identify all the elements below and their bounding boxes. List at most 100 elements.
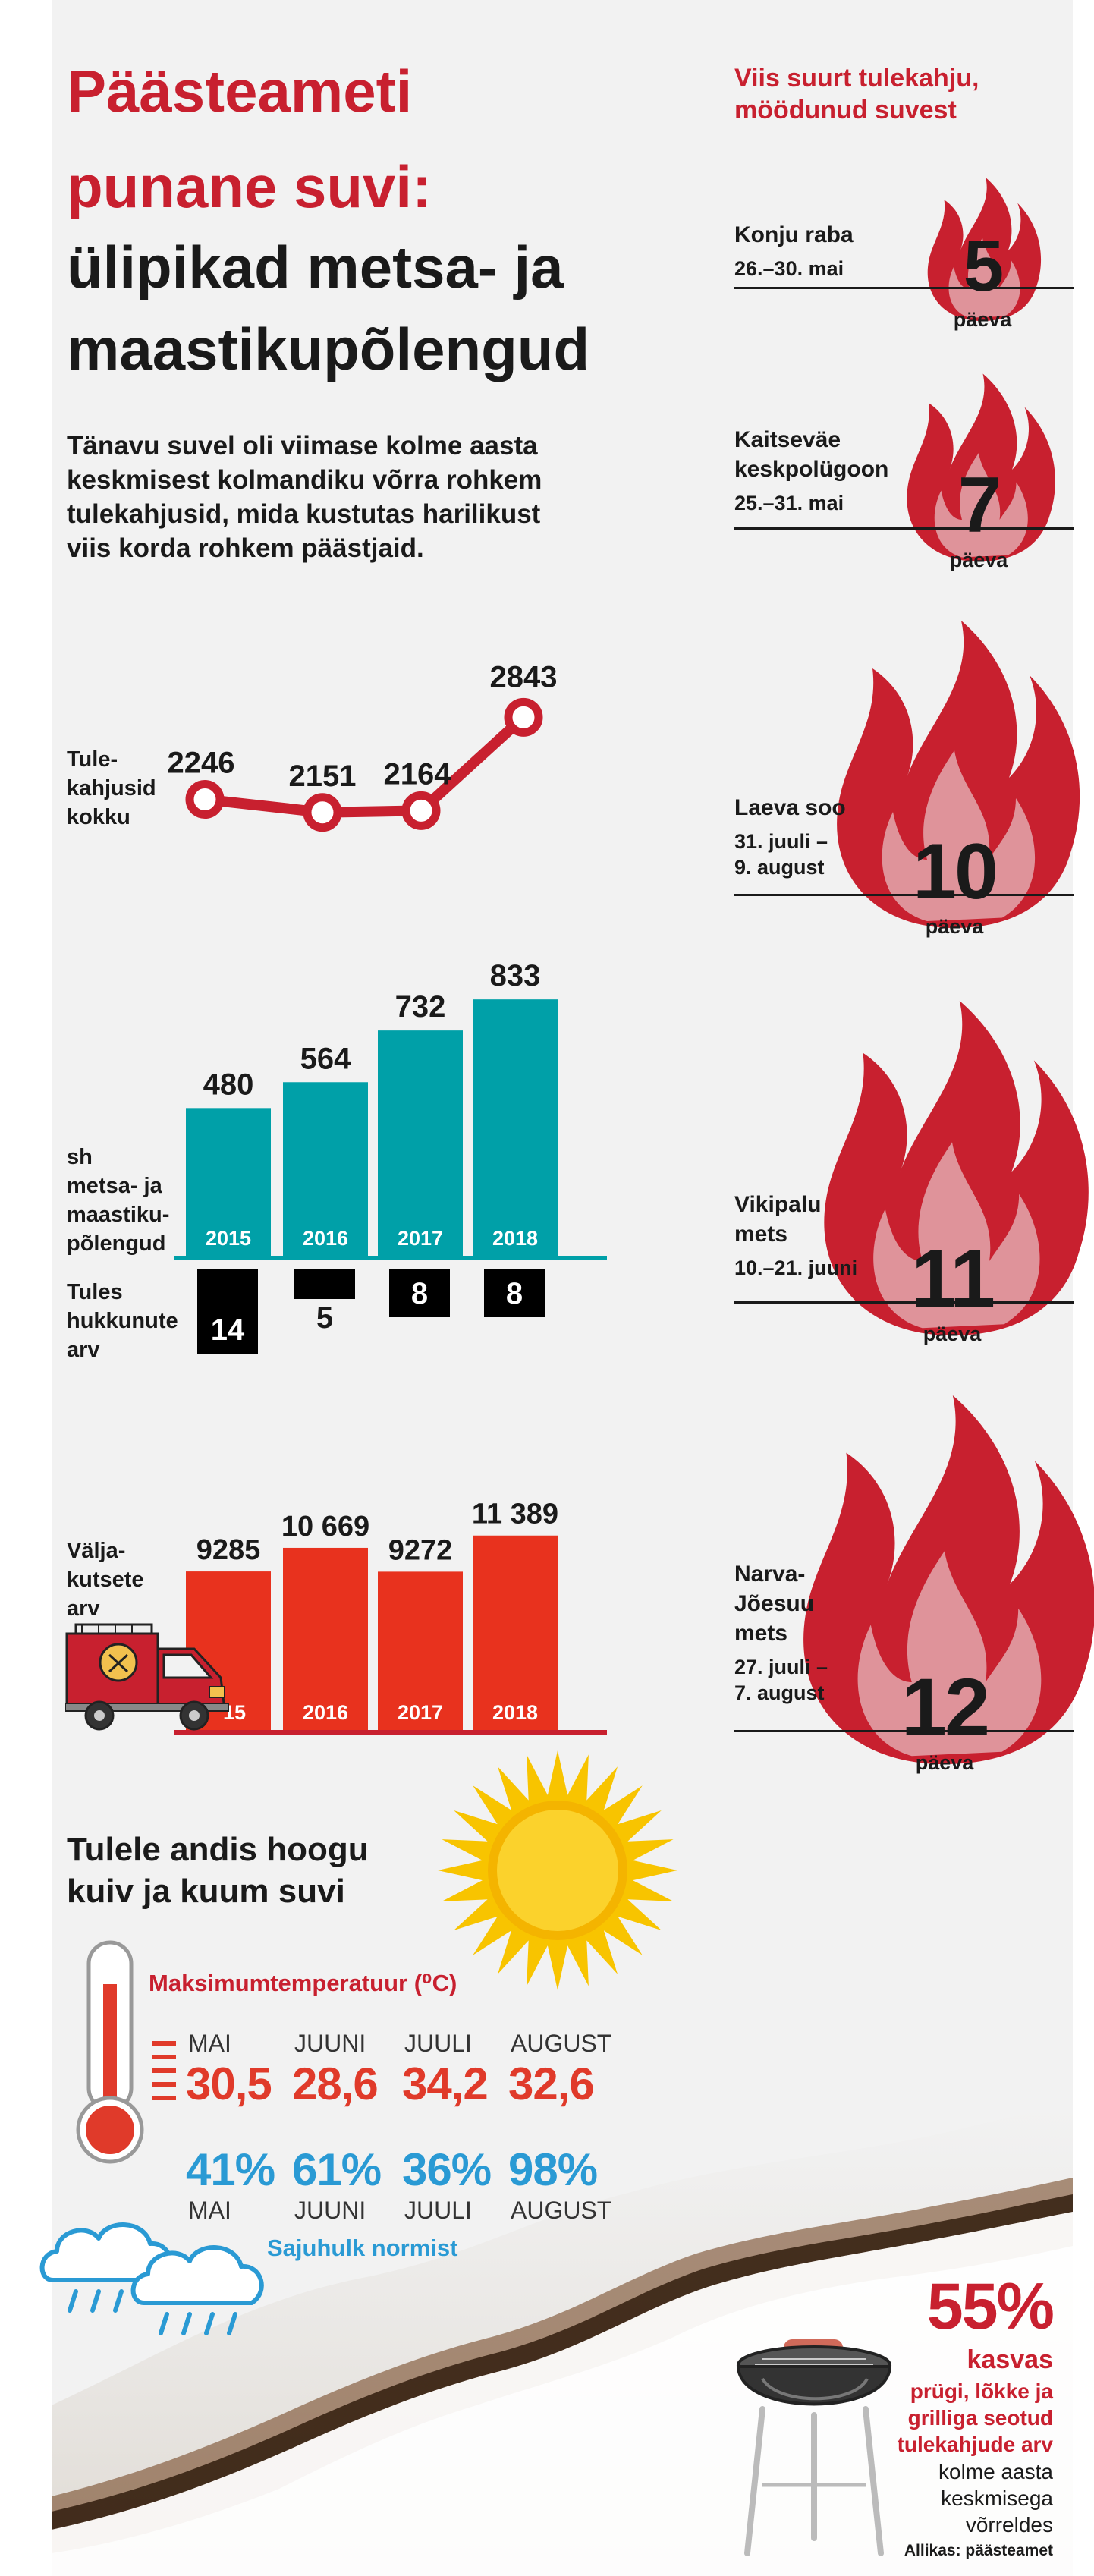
bar-category-label: 2018 (492, 1701, 538, 1724)
rain-cell: 61% (292, 2144, 382, 2195)
label-line: kutsete (67, 1568, 144, 1592)
source-note: Allikas: päästeamet (904, 2542, 1053, 2559)
temperatures-row: 30,5 28,6 34,2 32,6 (186, 2058, 656, 2111)
fire-item: Konju raba 26.–30. mai (734, 220, 854, 282)
label-line: hukkunute (67, 1309, 178, 1333)
fire-days-number: 10 (913, 827, 998, 916)
grill-percent: 55% (926, 2270, 1055, 2343)
teal-bar (473, 999, 558, 1256)
flame-icon (824, 1001, 1089, 1335)
month-cell: JUULI (404, 2030, 472, 2057)
grill-stat: 55% (901, 2270, 1055, 2343)
fire-date-line: 26.–30. mai (734, 257, 844, 280)
bar-value-label: 11 389 (472, 1499, 558, 1530)
label-line: arv (67, 1596, 100, 1621)
death-value-label: 5 (316, 1301, 333, 1335)
intro-line: tulekahjusid, mida kustutas harilikust (67, 499, 541, 529)
forest-fires-bar-chart: 480 2015 564 2016 732 2017 833 2018 (174, 959, 607, 1260)
fire-name-line: Kaitseväe (734, 427, 841, 452)
temperature-label: Maksimumtemperatuur (⁰C) (149, 1970, 457, 1996)
flame-icon (803, 1395, 1094, 1764)
fire-name-line: Narva- (734, 1562, 806, 1587)
months-row-top: MAI JUUNI JUULI AUGUST (188, 2030, 643, 2060)
grill-line: kolme aasta (938, 2460, 1053, 2483)
temp-cell: 28,6 (292, 2059, 379, 2109)
fire-name-line: Konju raba (734, 222, 854, 247)
fire-date-line: 31. juuli – (734, 830, 828, 853)
line-point (504, 697, 543, 737)
bar-value-label: 480 (203, 1068, 254, 1101)
bar-category-label: 2017 (398, 1227, 443, 1250)
fire-days-number: 5 (963, 225, 1004, 307)
intro-line: keskmisest kolmandiku võrra rohkem (67, 465, 542, 495)
label-line: Välja- (67, 1539, 126, 1563)
flame-icon (907, 373, 1055, 561)
rain-cell: 36% (402, 2144, 492, 2195)
deaths-label: Tules hukkunute arv (67, 1278, 178, 1364)
fire-name-line: Jõesuu (734, 1591, 815, 1616)
label-line: arv (67, 1338, 100, 1362)
title-line-2: punane suvi: (67, 153, 432, 220)
month-cell: MAI (188, 2030, 231, 2057)
thermometer-icon (76, 1940, 144, 2164)
death-value-label: 14 (211, 1313, 245, 1347)
grill-kasvas: kasvas (967, 2345, 1053, 2374)
bar-value-label: 9285 (196, 1534, 261, 1566)
big-fires-heading: Viis suurt tulekahju, möödunud suvest (734, 62, 979, 126)
label-line: sh (67, 1145, 93, 1169)
grill-line: tulekahjude arv (897, 2433, 1053, 2456)
fire-item: Vikipalu mets 10.–21. juuni (734, 1190, 857, 1281)
fire-date-line: 25.–31. mai (734, 492, 844, 514)
title-line-1: Päästeameti (67, 58, 413, 124)
line-value-label: 2843 (490, 660, 558, 694)
temp-cell: 32,6 (508, 2059, 595, 2109)
teal-bar (378, 1030, 463, 1256)
label-line: kokku (67, 805, 130, 829)
bar-category-label: 2016 (303, 1701, 348, 1724)
forest-fires-label: sh metsa- ja maastiku- põlengud (67, 1143, 169, 1258)
month-cell: AUGUST (511, 2030, 612, 2057)
month-cell: JUUNI (294, 2197, 366, 2224)
line-value-label: 2246 (168, 747, 235, 780)
label-line: kahjusid (67, 776, 156, 800)
grill-line: võrreldes (965, 2513, 1053, 2537)
death-bar (484, 1269, 545, 1317)
baseline (174, 1256, 607, 1260)
bar-category-label: 2015 (206, 1227, 251, 1250)
fire-date-line: 27. juuli – (734, 1656, 828, 1678)
label-line: põlengud (67, 1231, 166, 1256)
fire-item: Laeva soo 31. juuli – 9. august (734, 793, 846, 880)
bar-category-label: 2018 (492, 1227, 538, 1250)
fire-divider (734, 287, 1074, 289)
bar-value-label: 10 669 (281, 1511, 369, 1543)
thermometer-scale-icon (152, 2041, 176, 2100)
death-bar (389, 1269, 450, 1317)
total-fires-label: Tule- kahjusid kokku (67, 745, 156, 832)
burnt-paper-decoration (52, 2102, 1073, 2576)
bar-category-label: 2017 (398, 1701, 443, 1724)
fire-date-line: 9. august (734, 856, 825, 879)
heading-line: Viis suurt tulekahju, (734, 64, 979, 93)
rain-clouds-icon (39, 2222, 264, 2335)
death-value-label: 8 (411, 1277, 428, 1310)
bar-value-label: 833 (490, 959, 541, 992)
teal-bar (186, 1108, 271, 1256)
label-line: Tule- (67, 747, 118, 772)
fire-item: Kaitseväe keskpolügoon 25.–31. mai (734, 425, 888, 516)
flame-icon (837, 621, 1080, 928)
total-fires-line (204, 713, 527, 818)
grill-icon (736, 2339, 892, 2556)
month-cell: AUGUST (511, 2197, 612, 2224)
bar-value-label: 732 (395, 990, 446, 1024)
deaths-bar-chart: 14 5 8 8 (197, 1269, 545, 1354)
temp-cell: 34,2 (402, 2059, 489, 2109)
total-fires-line-chart: 2246 2151 2164 2843 (168, 660, 558, 832)
intro-line: viis korda rohkem päästjaid. (67, 533, 424, 563)
line-point (303, 793, 342, 832)
month-cell: JUULI (404, 2197, 472, 2224)
grill-line: prügi, lõkke ja (910, 2379, 1053, 2403)
red-bar (378, 1571, 463, 1730)
teal-bar (283, 1082, 368, 1256)
fire-days-unit: päeva (949, 549, 1008, 571)
rainfall-row: 41% 61% 36% 98% (186, 2144, 656, 2197)
